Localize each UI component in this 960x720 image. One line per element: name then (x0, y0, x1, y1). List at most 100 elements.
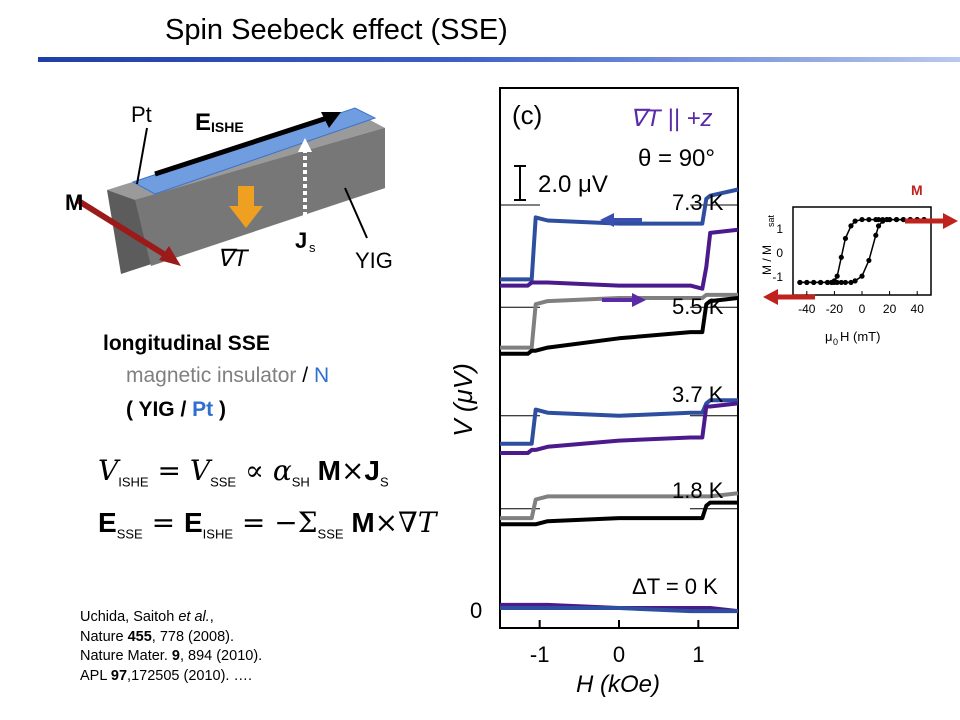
trace-sweep-up (500, 398, 738, 446)
js-label: J (295, 228, 307, 253)
eq1-s: S (379, 474, 389, 490)
trace-sweep-down (500, 500, 738, 527)
trace-sweep-down (500, 227, 739, 291)
reference-line-2: Nature 455, 778 (2008). (80, 628, 262, 648)
n-metal: N (313, 364, 330, 387)
inset-point (811, 279, 817, 286)
m-arrowhead (159, 246, 181, 266)
inset-x-tick-label: -40 (798, 302, 816, 316)
inset-point (873, 232, 879, 238)
inset-point (859, 216, 865, 223)
reference-line-1: Uchida, Saitoh et al., (80, 608, 262, 628)
inset-point (848, 279, 854, 286)
inset-point (797, 279, 803, 286)
inset-ytick-neg1: -1 (772, 270, 783, 284)
slide-title: Spin Seebeck effect (SSE) (165, 14, 508, 46)
m-arrow (75, 197, 169, 259)
ref1-comma: , (209, 609, 214, 625)
eq1-alpha: α (272, 454, 292, 487)
eq2-sigma: Σ (297, 506, 318, 539)
m-left-arrowhead (763, 289, 778, 305)
js-arrowhead (298, 138, 312, 152)
x-tick-label: 0 (613, 642, 625, 667)
eq1-prop: ∝ (236, 454, 273, 487)
inset-point (875, 216, 882, 223)
yig-pt-pt: Pt (192, 398, 214, 421)
slash: / (296, 364, 314, 387)
inset-ylabel-sub: sat (766, 214, 776, 227)
reference-line-4: APL 97,172505 (2010). …. (80, 667, 262, 687)
eq2-grad: ∇ (398, 506, 418, 539)
ref4-pages: ,172505 (2010). …. (127, 667, 252, 684)
m-label: M (65, 190, 83, 215)
ref3-pages: , 894 (2010). (179, 648, 263, 664)
plot-frame (499, 87, 739, 629)
eq1-times: × (340, 454, 365, 487)
inset-point (834, 279, 840, 286)
pt-label: Pt (131, 102, 152, 127)
inset-point (866, 216, 872, 223)
title-underline (38, 57, 960, 62)
ref4-journal: APL (80, 667, 111, 684)
yig-side-face (135, 128, 385, 266)
x-axis-label: H (kOe) (576, 671, 660, 698)
inset-point (875, 223, 882, 229)
yig-pt-open: ( YIG / (126, 398, 193, 421)
inset-point (824, 279, 831, 286)
ref2-pages: , 778 (2008). (151, 628, 234, 645)
inset-x-tick-label: 0 (859, 302, 866, 316)
magnetic-insulator: magnetic insulator (126, 364, 297, 387)
eq2-t: T (417, 506, 437, 539)
reference-line-3: Nature Mater. 9, 894 (2010). (80, 647, 262, 667)
eq2-eq2: = − (233, 506, 298, 539)
inset-point (842, 279, 849, 286)
eq2-e2: E (183, 507, 203, 538)
ref3-journal: Nature Mater. (80, 648, 172, 664)
inset-ylabel: M / M (760, 245, 774, 275)
inset-x-tick-label: -20 (826, 302, 844, 316)
e-label: E (195, 109, 211, 136)
eq2-sse: SSE (116, 526, 143, 542)
yig-leader (344, 187, 368, 239)
inset-x-tick-label: 40 (911, 302, 925, 316)
eq2-sse2: SSE (317, 526, 344, 542)
yig-label: YIG (355, 248, 393, 273)
eq1-j: J (364, 455, 380, 486)
sse-schematic: Pt E ISHE M ∇T J s YIG (65, 102, 393, 274)
inset-point (893, 216, 900, 223)
eq2-times: × (374, 506, 399, 539)
temp-label-5-5: 5.5 K (672, 294, 724, 319)
equation-2: ESSE = EISHE = −ΣSSE M×∇T (98, 506, 436, 542)
inset-point (880, 218, 886, 224)
inset-ytick-1: 1 (776, 222, 783, 236)
ref2-journal: Nature (80, 628, 128, 645)
inset-xlabel-sub: 0 (833, 337, 838, 347)
inset-point (887, 216, 893, 223)
eq1-v: V (98, 454, 119, 487)
material-line: magnetic insulator / N (126, 364, 329, 388)
trace-sweep-up (500, 491, 739, 521)
inset-point (852, 278, 858, 284)
ref3-volume: 9 (171, 648, 180, 664)
sse-voltage-plot: (c) ∇T || +z θ = 90° 2.0 μV 7.3 K 5.5 K … (448, 87, 739, 698)
inset-xlabel-mu: μ (825, 329, 833, 344)
inset-point (804, 279, 810, 286)
temp-label-0: ΔT = 0 K (632, 574, 718, 599)
js-sub: s (309, 240, 316, 255)
ref1-etal: et al. (178, 609, 210, 625)
temp-label-7-3: 7.3 K (672, 190, 724, 215)
e-ishe-arrow (154, 115, 328, 177)
inset-point (859, 273, 865, 279)
ref4-volume: 97 (110, 667, 128, 684)
inset-point (848, 223, 854, 229)
trace-sweep-down (500, 296, 739, 356)
condition-angle: θ = 90° (638, 145, 715, 172)
temp-label-1-8: 1.8 K (672, 478, 724, 503)
grad-t-arrow (229, 186, 263, 228)
sweep-up-arrowhead (632, 293, 646, 307)
ref2-volume: 455 (127, 628, 152, 645)
eq1-ishe: ISHE (118, 474, 149, 490)
inset-data-points (797, 216, 927, 286)
ref1-authors: Uchida, Saitoh (80, 609, 179, 625)
sweep-down-arrowhead (600, 213, 614, 227)
